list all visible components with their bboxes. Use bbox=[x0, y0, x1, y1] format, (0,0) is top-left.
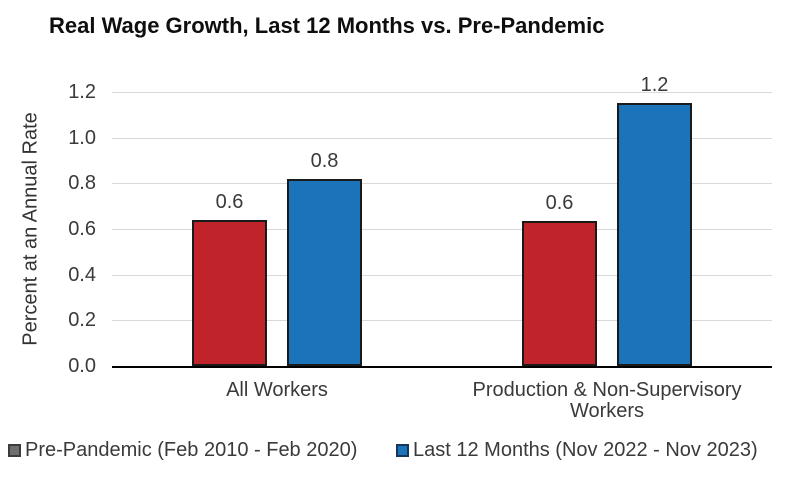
legend-item-series2: Last 12 Months (Nov 2022 - Nov 2023) bbox=[396, 439, 758, 462]
bar-group2-series1 bbox=[522, 221, 597, 366]
bar-value-label: 0.8 bbox=[310, 150, 339, 172]
x-category-label: All Workers bbox=[226, 379, 328, 401]
gridline bbox=[112, 229, 772, 230]
bar-value-label: 0.6 bbox=[545, 192, 574, 214]
gridline bbox=[112, 137, 772, 139]
bar-group1-series2 bbox=[287, 179, 362, 366]
gridline bbox=[112, 320, 772, 322]
x-category-label: Production & Non-Supervisory Workers bbox=[472, 379, 742, 422]
legend-label: Last 12 Months (Nov 2022 - Nov 2023) bbox=[413, 439, 758, 461]
bar-value-label: 1.2 bbox=[640, 74, 669, 96]
y-tick-label: 1.2 bbox=[68, 81, 96, 103]
legend-swatch-icon bbox=[396, 444, 409, 457]
plot-area bbox=[112, 92, 772, 368]
legend-item-series1: Pre-Pandemic (Feb 2010 - Feb 2020) bbox=[8, 439, 357, 462]
gridline bbox=[112, 274, 772, 276]
legend-swatch-icon bbox=[8, 444, 21, 457]
bar-group1-series1 bbox=[192, 220, 267, 366]
gridline bbox=[112, 183, 772, 185]
y-tick-label: 0.0 bbox=[68, 355, 96, 377]
y-tick-label: 0.2 bbox=[68, 309, 96, 332]
bar-value-label: 0.6 bbox=[215, 191, 244, 213]
y-tick-label: 0.6 bbox=[68, 218, 96, 240]
bar-group2-series2 bbox=[617, 103, 692, 366]
chart-title: Real Wage Growth, Last 12 Months vs. Pre… bbox=[49, 13, 605, 38]
legend-label: Pre-Pandemic (Feb 2010 - Feb 2020) bbox=[25, 439, 358, 461]
gridline bbox=[112, 92, 772, 93]
y-tick-label: 0.4 bbox=[68, 263, 96, 286]
y-tick-label: 1.0 bbox=[68, 126, 96, 149]
y-tick-label: 0.8 bbox=[68, 172, 96, 195]
